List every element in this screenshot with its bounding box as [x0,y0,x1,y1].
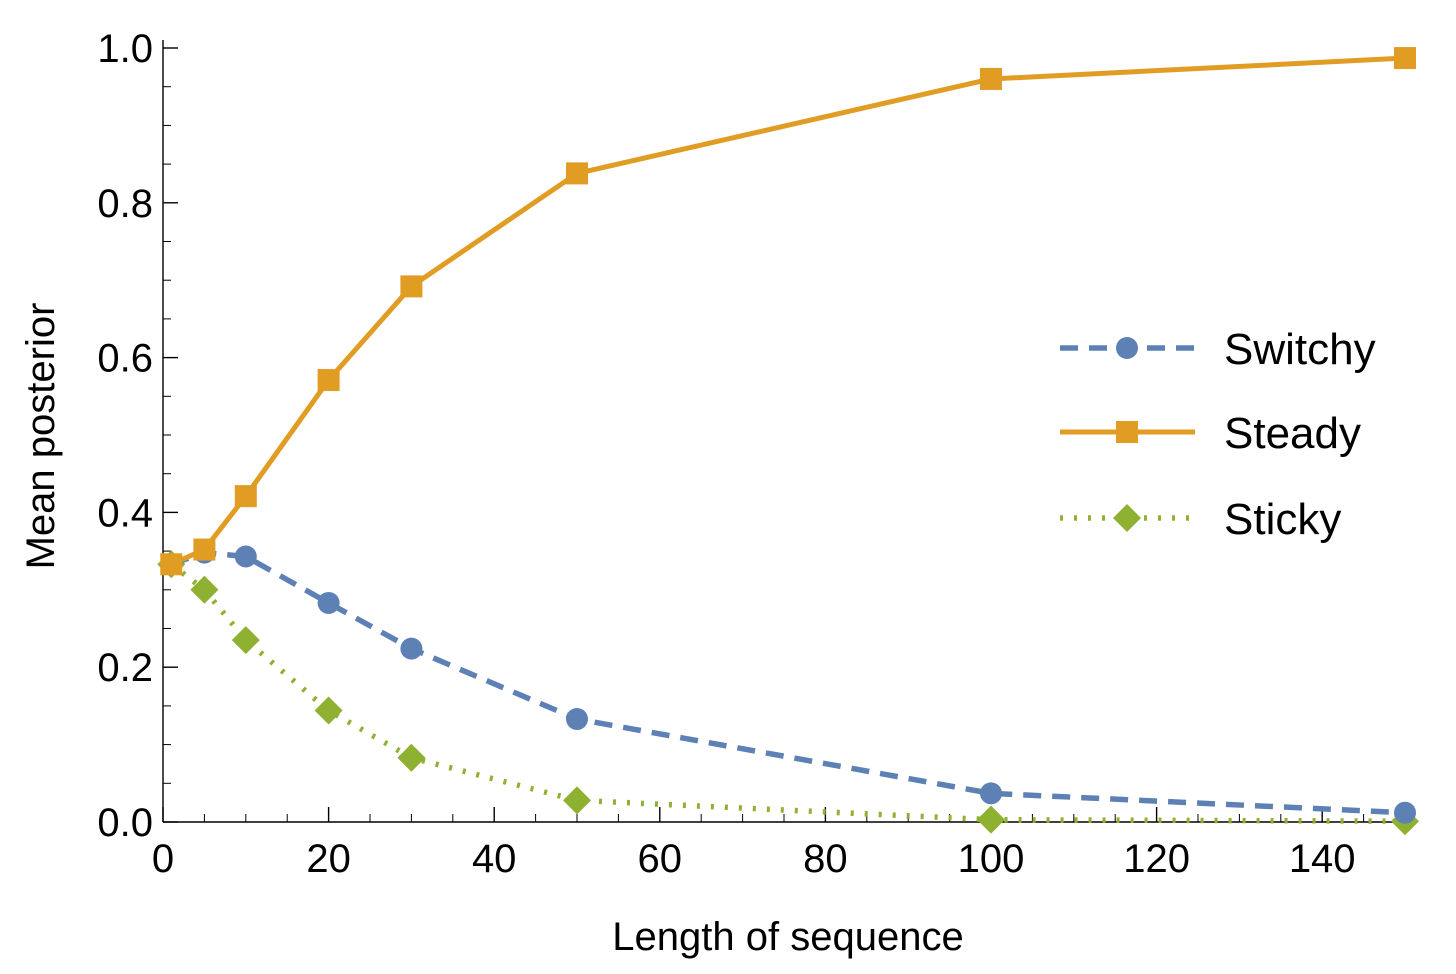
legend-label-sticky: Sticky [1224,495,1341,544]
legend-label-steady: Steady [1224,409,1361,458]
data-point-steady [566,162,588,185]
data-point-sticky [190,575,219,604]
data-point-sticky [314,696,343,725]
data-point-steady [1394,47,1416,70]
legend-marker-switchy [1116,337,1138,359]
data-point-steady [234,485,257,508]
data-point-steady [160,553,183,576]
y-tick-label: 0.8 [97,182,153,226]
y-tick-label: 0.2 [97,646,153,690]
data-point-steady [317,369,340,392]
data-point-switchy [317,591,340,614]
x-axis-title: Length of sequence [612,915,963,959]
x-tick-label: 0 [152,837,174,881]
data-point-sticky [231,626,260,655]
data-point-switchy [566,708,588,731]
y-tick-label: 1.0 [97,27,153,71]
x-tick-label: 140 [1289,837,1356,881]
data-point-steady [193,538,216,561]
data-point-sticky [397,743,426,772]
series-switchy [160,541,1416,824]
x-tick-label: 40 [472,837,517,881]
x-tick-label: 120 [1123,837,1190,881]
legend-marker-steady [1116,421,1138,443]
data-point-switchy [234,545,257,568]
legend-label-switchy: Switchy [1224,325,1376,374]
data-point-switchy [1394,801,1416,824]
series-sticky [157,550,1419,836]
x-tick-label: 60 [638,837,683,881]
series-steady [160,47,1416,576]
series-line-switchy [170,549,1406,816]
data-point-switchy [980,782,1002,805]
y-tick-label: 0.4 [97,491,153,535]
x-tick-label: 80 [803,837,848,881]
data-point-steady [980,67,1002,90]
x-tick-label: 100 [958,837,1025,881]
data-point-sticky [977,805,1005,834]
axes: 0.0 0.2 0.4 0.6 0.8 1.0 0 20 40 60 80 100 120 140 [97,27,1413,881]
y-tick-label: 0.6 [97,337,153,381]
legend-item-switchy: Switchy [1060,325,1376,374]
legend-item-steady: Steady [1060,409,1361,458]
series-layer [157,47,1419,836]
data-point-sticky [563,786,591,815]
series-line-sticky [169,562,1406,824]
y-tick-label: 0.0 [97,801,153,845]
data-point-steady [400,275,423,298]
legend-marker-sticky [1113,504,1141,532]
legend: Switchy Steady Sticky [1060,325,1376,544]
series-line-steady [170,55,1406,567]
y-axis-title: Mean posterior [19,303,63,570]
legend-item-sticky: Sticky [1060,495,1341,544]
x-tick-label: 20 [306,837,351,881]
data-point-switchy [400,637,423,660]
